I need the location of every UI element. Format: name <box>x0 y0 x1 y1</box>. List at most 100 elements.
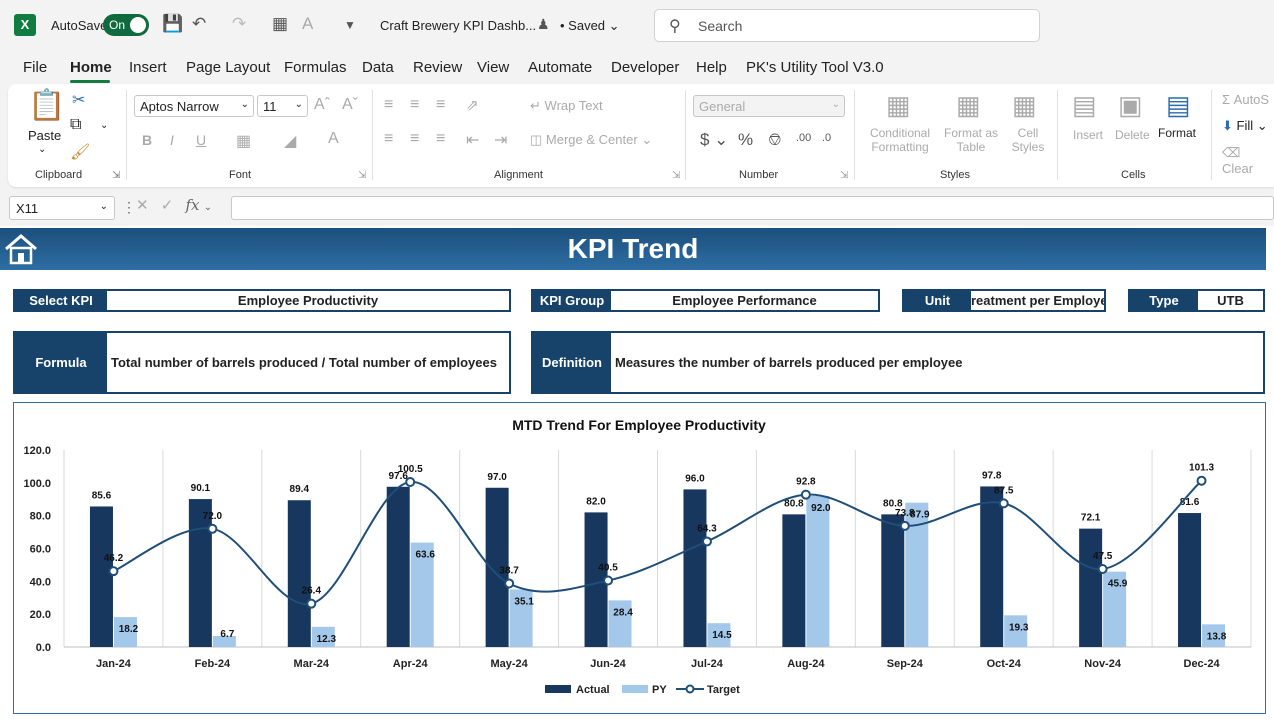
search-box[interactable]: ⚲ Search <box>654 9 1040 42</box>
clear-button[interactable]: ⌫ Clear <box>1222 145 1274 176</box>
data-label-target: 87.5 <box>994 485 1014 496</box>
orientation-icon[interactable]: ⇗ <box>466 97 479 114</box>
paste-icon[interactable]: 📋 <box>28 89 66 122</box>
tab-formulas[interactable]: Formulas <box>284 59 347 76</box>
italic-icon[interactable]: I <box>170 132 174 148</box>
tab-page-layout[interactable]: Page Layout <box>186 59 271 76</box>
tab-automate[interactable]: Automate <box>528 59 593 76</box>
delete-cells-icon[interactable]: ▣ <box>1118 90 1143 120</box>
trend-chart[interactable]: MTD Trend For Employee Productivity 0.0 20… <box>13 402 1266 714</box>
increase-font-icon[interactable]: Aˆ <box>314 96 330 113</box>
chevron-down-icon: ⌄ <box>240 99 249 110</box>
merge-center-button[interactable]: ◫ Merge & Center ⌄ <box>530 132 652 148</box>
align-middle-icon[interactable]: ≡ <box>410 96 420 113</box>
underline-icon[interactable]: U <box>196 132 207 148</box>
chevron-down-icon[interactable]: ⌄ <box>100 120 109 131</box>
font-size-select[interactable]: 11 ⌄ <box>257 95 308 117</box>
autosave-toggle[interactable]: On <box>103 14 149 36</box>
format-cells-button[interactable]: Format <box>1158 126 1197 140</box>
fill-color-icon[interactable]: ◢ <box>284 133 297 150</box>
undo-icon[interactable]: ↶ <box>192 14 207 33</box>
share-person-icon[interactable]: ♟ <box>537 16 550 32</box>
bar-py <box>806 495 830 647</box>
align-top-icon[interactable]: ≡ <box>384 96 394 113</box>
percent-icon[interactable]: % <box>738 130 754 149</box>
increase-decimal-icon[interactable]: .00 <box>796 132 812 144</box>
title-bar: X AutoSave On 💾 ↶ ↷ ▦ A ▼ Craft Brewery … <box>0 0 1274 50</box>
data-label-target: 40.5 <box>598 563 618 574</box>
cell-styles-button[interactable]: Cell Styles <box>1006 126 1050 154</box>
borders-icon[interactable]: ▦ <box>236 133 252 150</box>
copy-icon[interactable]: ⧉ <box>70 116 82 133</box>
format-as-table-button[interactable]: Format as Table <box>938 126 1004 154</box>
name-box[interactable]: X11 ⌄ <box>9 196 115 220</box>
format-cells-icon[interactable]: ▤ <box>1166 90 1191 120</box>
tab-developer[interactable]: Developer <box>611 59 680 76</box>
select-kpi-dropdown[interactable]: Employee Productivity <box>237 293 379 308</box>
tab-help[interactable]: Help <box>696 59 727 76</box>
bold-icon[interactable]: B <box>142 132 153 148</box>
home-icon[interactable] <box>3 231 39 267</box>
decrease-decimal-icon[interactable]: .0 <box>822 132 832 144</box>
format-as-table-icon[interactable]: ▦ <box>956 90 981 120</box>
chevron-down-icon[interactable]: ⌄ <box>203 202 213 213</box>
align-center-icon[interactable]: ≡ <box>410 130 420 147</box>
y-tick-label: 120.0 <box>23 445 51 457</box>
chevron-down-icon[interactable]: ⌄ <box>38 144 47 155</box>
paste-button[interactable]: Paste <box>28 128 62 143</box>
align-left-icon[interactable]: ≡ <box>384 130 394 147</box>
comma-style-icon[interactable]: ⎊ <box>768 130 782 149</box>
tab-insert[interactable]: Insert <box>129 59 167 76</box>
dialog-launcher-icon[interactable]: ⇲ <box>840 170 849 181</box>
dialog-launcher-icon[interactable]: ⇲ <box>672 170 681 181</box>
save-status[interactable]: • Saved ⌄ <box>560 18 620 34</box>
worksheet[interactable]: KPI Trend Select KPI Employee Productivi… <box>0 226 1274 720</box>
insert-cells-icon[interactable]: ▤ <box>1072 90 1097 120</box>
tab-pk-utility[interactable]: PK's Utility Tool V3.0 <box>746 59 884 76</box>
borders-icon[interactable]: ▦ <box>272 14 289 33</box>
wrap-text-button[interactable]: ↵ Wrap Text <box>530 98 603 114</box>
currency-icon[interactable]: $ ⌄ <box>700 130 729 149</box>
group-label-font: Font <box>229 169 252 181</box>
formula-actions: ✕ ✓ fx ⌄ <box>136 196 212 214</box>
font-color-icon[interactable]: A <box>302 14 314 33</box>
decrease-font-icon[interactable]: Aˇ <box>342 96 358 113</box>
y-tick-label: 0.0 <box>36 642 51 654</box>
decrease-indent-icon[interactable]: ⇤ <box>466 132 480 149</box>
tab-data[interactable]: Data <box>362 59 394 76</box>
autosum-button[interactable]: Σ AutoS <box>1222 92 1269 107</box>
bar-py <box>608 600 632 647</box>
insert-cells-button[interactable]: Insert <box>1073 128 1104 142</box>
customize-toolbar-icon[interactable]: ▼ <box>344 18 356 32</box>
bar-actual <box>89 506 113 647</box>
number-format-select[interactable]: General ⌄ <box>693 95 845 117</box>
dialog-launcher-icon[interactable]: ⇲ <box>358 170 367 181</box>
document-title[interactable]: Craft Brewery KPI Dashb... <box>380 18 537 33</box>
cut-icon[interactable]: ✂ <box>72 92 86 109</box>
font-color-icon[interactable]: A <box>328 130 339 147</box>
insert-function-button[interactable]: fx <box>185 196 200 214</box>
tab-review[interactable]: Review <box>413 59 463 76</box>
delete-cells-button[interactable]: Delete <box>1115 128 1150 142</box>
dialog-launcher-icon[interactable]: ⇲ <box>112 170 121 181</box>
x-tick-label: Jun-24 <box>590 658 626 670</box>
format-painter-icon[interactable]: 🖌 <box>70 144 91 161</box>
align-right-icon[interactable]: ≡ <box>436 130 446 147</box>
tab-file[interactable]: File <box>23 59 48 76</box>
conditional-formatting-button[interactable]: Conditional Formatting <box>866 126 934 154</box>
formula-input[interactable] <box>231 196 1274 220</box>
cell-styles-icon[interactable]: ▦ <box>1012 90 1037 120</box>
fill-button[interactable]: ⬇ Fill ⌄ <box>1222 118 1268 134</box>
font-family-select[interactable]: Aptos Narrow ⌄ <box>134 95 254 117</box>
tab-view[interactable]: View <box>477 59 510 76</box>
tab-home[interactable]: Home <box>70 59 112 76</box>
align-bottom-icon[interactable]: ≡ <box>436 96 446 113</box>
redo-icon[interactable]: ↷ <box>232 14 247 33</box>
conditional-formatting-icon[interactable]: ▦ <box>886 90 911 120</box>
increase-indent-icon[interactable]: ⇥ <box>494 132 508 149</box>
save-icon[interactable]: 💾 <box>162 14 184 33</box>
more-options-icon[interactable]: ⋮ <box>122 199 136 215</box>
y-tick-label: 100.0 <box>23 478 51 490</box>
enter-icon[interactable]: ✓ <box>160 197 174 214</box>
cancel-icon[interactable]: ✕ <box>136 197 149 214</box>
